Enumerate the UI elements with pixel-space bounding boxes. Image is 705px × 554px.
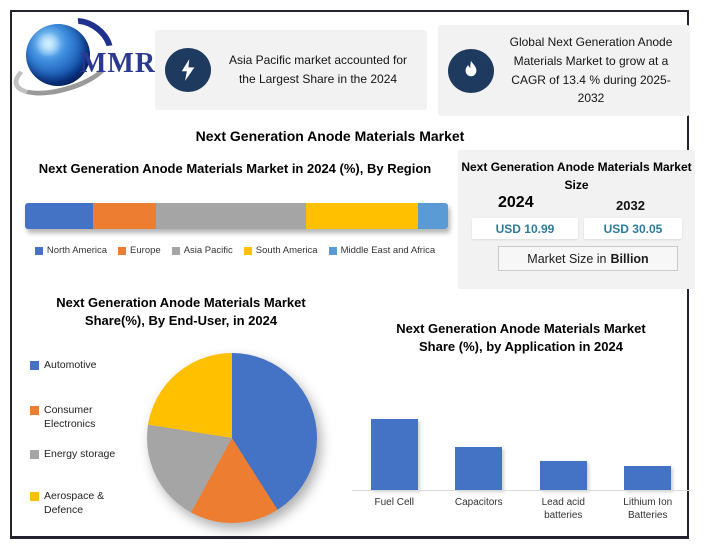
region-stacked-bar	[25, 203, 448, 229]
legend-swatch	[328, 246, 337, 255]
bar-capacitors	[455, 446, 503, 490]
market-value-2024: USD 10.99	[472, 218, 578, 239]
pie-legend-item-consumer-electronics: Consumer Electronics	[30, 403, 142, 432]
note-bold: Billion	[610, 251, 649, 266]
legend-label: North America	[46, 245, 108, 256]
legend-swatch	[243, 246, 252, 255]
legend-item-south-america: South America	[243, 245, 318, 256]
highlight-cagr: Global Next Generation Anode Materials M…	[438, 25, 690, 116]
legend-label: Middle East and Africa	[340, 245, 436, 256]
bar-lead-acid-batteries	[539, 460, 587, 490]
globe-icon	[26, 24, 90, 86]
bar-chart-category-labels: Fuel Cell Capacitors Lead acid batteries Li…	[352, 496, 690, 522]
pie-legend: Automotive Consumer Electronics Energy sto…	[30, 358, 142, 518]
bar-chart-title: Next Generation Anode Materials Market S…	[396, 321, 646, 354]
flame-icon	[448, 48, 494, 93]
pie-chart-title: Next Generation Anode Materials Market S…	[56, 295, 306, 328]
legend-swatch	[118, 246, 127, 255]
highlight-text: Global Next Generation Anode Materials M…	[509, 35, 673, 106]
region-legend: North America Europe Asia Pacific South Ame…	[15, 245, 455, 256]
legend-item-middle-east-and-africa: Middle East and Africa	[328, 245, 436, 256]
bar-label-lithium-ion-batteries: Lithium Ion Batteries	[623, 497, 673, 521]
market-size-unit-note: Market Size in Billion	[498, 246, 678, 271]
bar-label-capacitors: Capacitors	[454, 497, 503, 508]
region-segment-south-america	[306, 203, 419, 229]
end-user-pie-chart	[147, 353, 317, 523]
legend-label: Energy storage	[44, 448, 116, 461]
year-start-label: 2024	[498, 194, 534, 211]
legend-swatch	[30, 450, 39, 460]
legend-label: Europe	[130, 245, 161, 256]
market-size-title: Next Generation Anode Materials Market S…	[461, 160, 692, 192]
bar-lithium-ion-batteries	[624, 465, 672, 490]
bar-label-lead-acid-batteries: Lead acid batteries	[541, 497, 585, 521]
pie-legend-item-energy-storage: Energy storage	[30, 447, 142, 462]
bar-chart-axis	[352, 490, 690, 491]
legend-item-asia-pacific: Asia Pacific	[171, 245, 233, 256]
legend-label: Automotive	[44, 359, 97, 371]
market-size-panel: Next Generation Anode Materials Market S…	[458, 150, 695, 289]
pie-legend-item-automotive: Automotive	[30, 358, 142, 373]
legend-label: Aerospace & Defence	[44, 489, 105, 517]
mmr-logo: MMR	[8, 8, 157, 105]
legend-swatch	[30, 361, 39, 370]
page-title: Next Generation Anode Materials Market	[195, 128, 465, 144]
bar-fuel-cell	[370, 418, 418, 490]
region-segment-middle-east-and-africa	[418, 203, 448, 229]
region-segment-north-america	[25, 203, 93, 229]
lightning-bolt-icon	[165, 48, 211, 92]
note-text: Market Size in	[527, 251, 607, 266]
legend-item-europe: Europe	[118, 245, 161, 256]
region-segment-europe	[92, 203, 157, 229]
legend-item-north-america: North America	[34, 245, 108, 256]
year-end-label: 2032	[616, 198, 645, 213]
legend-label: Consumer Electronics	[44, 403, 96, 431]
legend-swatch	[171, 246, 180, 255]
region-chart-title: Next Generation Anode Materials Market i…	[38, 161, 432, 176]
highlight-asia-pacific: Asia Pacific market accounted for the La…	[155, 30, 427, 110]
highlight-text: Asia Pacific market accounted for the La…	[228, 53, 408, 86]
pie-legend-item-aerospace-defence: Aerospace & Defence	[30, 489, 142, 518]
region-segment-asia-pacific	[156, 203, 307, 229]
legend-label: Asia Pacific	[183, 245, 233, 256]
legend-swatch	[34, 246, 43, 255]
legend-swatch	[30, 405, 39, 415]
logo-text: MMR	[80, 48, 157, 79]
market-value-2032: USD 30.05	[584, 218, 682, 239]
application-bar-chart	[352, 412, 690, 490]
legend-swatch	[30, 491, 39, 501]
legend-label: South America	[255, 245, 318, 256]
bar-label-fuel-cell: Fuel Cell	[374, 497, 414, 508]
